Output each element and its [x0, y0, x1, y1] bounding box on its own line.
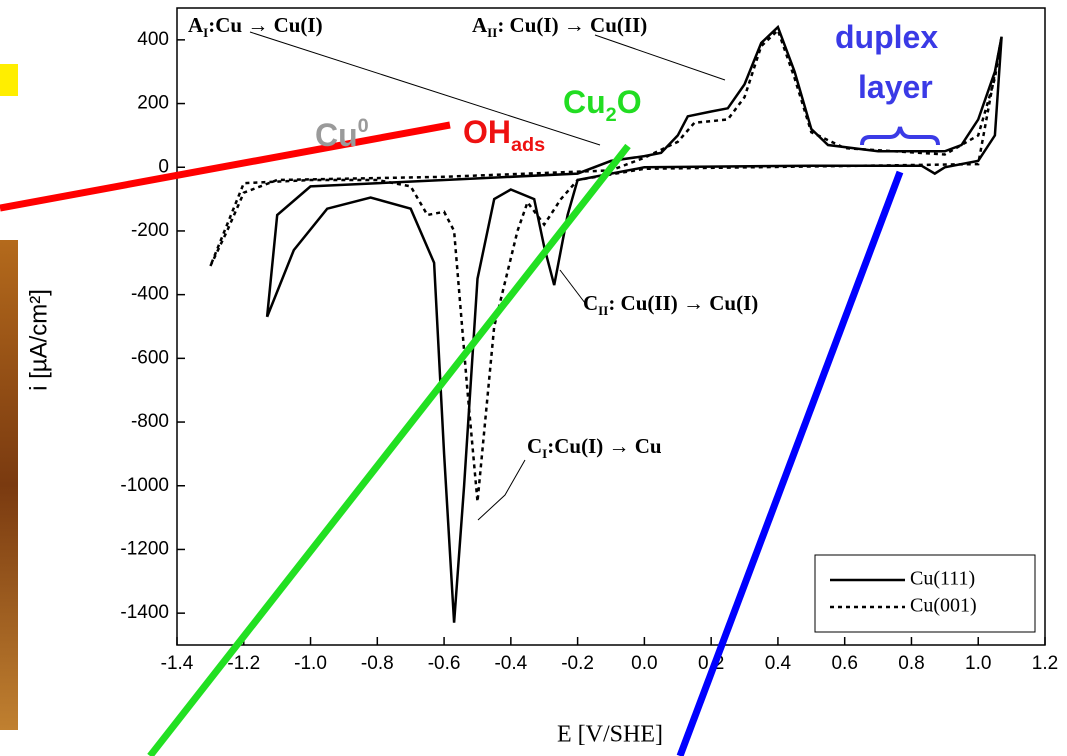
annotation-part: 0 — [358, 115, 369, 137]
annotation: CI:Cu(I) → Cu — [527, 434, 662, 462]
x-axis-label: E [V/SHE] — [557, 722, 663, 748]
annotation-part: I — [542, 446, 547, 461]
x-tick-label: -0.6 — [428, 653, 461, 674]
legend-label: Cu(001) — [910, 595, 977, 617]
annotation-part: II — [487, 25, 497, 40]
series-line — [209, 28, 1003, 502]
annotation: AII: Cu(I) → Cu(II) — [472, 13, 647, 41]
annotation: Cu0 — [315, 115, 369, 153]
overlay-lines — [0, 121, 904, 756]
annotation: OHads — [463, 114, 545, 156]
annotation-part: OH — [463, 114, 511, 150]
annotation-part: :Cu → Cu(I) — [208, 13, 322, 37]
x-tick-label: 0.4 — [765, 653, 792, 674]
y-tick-label: -200 — [131, 220, 169, 241]
annotation-part: Cu — [315, 117, 358, 153]
annotation-part: : Cu(II) → Cu(I) — [608, 291, 758, 315]
annotation-part: O — [617, 84, 642, 120]
x-tick-label: 1.0 — [965, 653, 991, 674]
series-line — [265, 24, 1003, 623]
x-tick-label: -1.4 — [161, 653, 194, 674]
x-tick-label: 0.6 — [831, 653, 857, 674]
photo-strip — [0, 240, 18, 730]
y-tick-label: -400 — [131, 284, 169, 305]
leader-lines — [249, 31, 726, 521]
annotation-part: 2 — [606, 104, 617, 126]
x-tick-label: 0.8 — [898, 653, 924, 674]
plot-frame — [176, 7, 1046, 646]
highlight-box — [0, 64, 18, 96]
legend-label: Cu(111) — [910, 568, 975, 590]
y-tick-label: 400 — [137, 29, 169, 50]
x-tick-label: -1.0 — [294, 653, 327, 674]
annotation-part: II — [598, 303, 608, 318]
x-tick-label: 0.0 — [631, 653, 657, 674]
y-tick-label: -1200 — [120, 538, 169, 559]
annotation-part: ads — [511, 134, 545, 156]
annotation-part: I — [203, 25, 208, 40]
x-tick-label: -0.8 — [361, 653, 394, 674]
y-tick-label: 0 — [158, 156, 169, 177]
annotation: AI:Cu → Cu(I) — [188, 13, 323, 41]
annotation-part: Cu — [563, 84, 606, 120]
annotation: Cu2O — [563, 84, 642, 126]
annotation-part: : Cu(I) → Cu(II) — [497, 13, 647, 37]
annotation-part: :Cu(I) → Cu — [547, 434, 662, 458]
annotation-part: A — [472, 13, 488, 37]
y-tick-label: -800 — [131, 411, 169, 432]
brace — [860, 126, 940, 146]
annotation: layer — [858, 69, 933, 105]
annotation-part: A — [188, 13, 204, 37]
annotation: CII: Cu(II) → Cu(I) — [583, 291, 758, 319]
legend-box — [814, 554, 1036, 633]
y-axis-label: i [µA/cm²] — [25, 289, 52, 391]
annotation: duplex — [835, 19, 938, 55]
annotation-part: C — [527, 434, 542, 458]
y-tick-label: -600 — [131, 347, 169, 368]
x-tick-label: -1.2 — [227, 653, 260, 674]
x-tick-label: 1.2 — [1032, 653, 1058, 674]
y-tick-label: -1000 — [120, 475, 169, 496]
x-tick-label: -0.4 — [494, 653, 527, 674]
y-tick-label: 200 — [137, 93, 169, 114]
y-tick-label: -1400 — [120, 602, 169, 623]
x-tick-label: -0.2 — [561, 653, 594, 674]
annotation-part: layer — [858, 69, 933, 105]
annotation-part: duplex — [835, 19, 938, 55]
annotation-part: C — [583, 291, 598, 315]
